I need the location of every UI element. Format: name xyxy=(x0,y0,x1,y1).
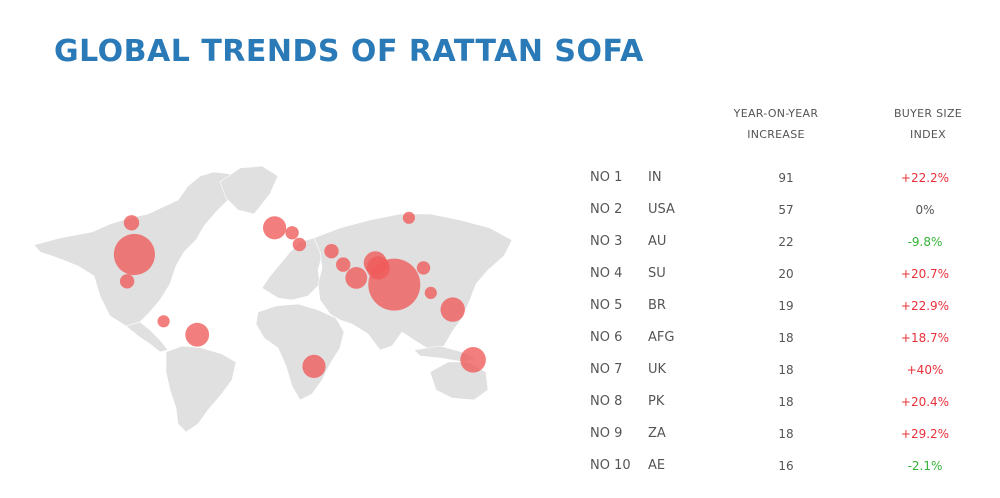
map-bubble xyxy=(113,233,155,276)
rank-cell: NO 4 xyxy=(590,266,623,281)
country-code-cell: ZA xyxy=(648,426,666,441)
yoy-increase-cell: 18 xyxy=(778,395,794,409)
buyer-size-index-cell: +18.7% xyxy=(900,331,950,345)
header-yoy-line2: INCREASE xyxy=(747,128,805,141)
rank-cell: NO 3 xyxy=(590,234,623,249)
rank-cell: NO 1 xyxy=(590,170,623,185)
map-bubble xyxy=(440,297,465,322)
yoy-increase-cell: 18 xyxy=(778,363,794,377)
world-land xyxy=(33,165,513,433)
map-bubble xyxy=(345,267,368,289)
table-row: NO 6 AFG 18 +18.7% xyxy=(590,322,990,354)
rank-cell: NO 2 xyxy=(590,202,623,217)
country-code-cell: AFG xyxy=(648,330,675,345)
buyer-size-index-cell: +40% xyxy=(906,363,944,377)
header-index: BUYER SIZE INDEX xyxy=(868,103,988,145)
map-bubble xyxy=(292,237,307,252)
country-code-cell: BR xyxy=(648,298,666,313)
table-row: NO 4 SU 20 +20.7% xyxy=(590,258,990,290)
table-row: NO 2 USA 57 0% xyxy=(590,194,990,226)
map-bubble xyxy=(424,286,437,299)
table-row: NO 1 IN 91 +22.2% xyxy=(590,162,990,194)
header-index-line2: INDEX xyxy=(910,128,946,141)
table-row: NO 9 ZA 18 +29.2% xyxy=(590,418,990,450)
map-bubble xyxy=(263,216,287,240)
bubble-layer xyxy=(113,211,486,378)
map-bubble xyxy=(402,211,415,224)
rank-cell: NO 8 xyxy=(590,394,623,409)
buyer-size-index-cell: +22.2% xyxy=(900,171,950,185)
rank-cell: NO 7 xyxy=(590,362,623,377)
map-bubble xyxy=(460,347,486,373)
rank-cell: NO 5 xyxy=(590,298,623,313)
map-bubble xyxy=(119,274,135,289)
country-code-cell: PK xyxy=(648,394,665,409)
yoy-increase-cell: 22 xyxy=(778,235,794,249)
header-yoy-line1: YEAR-ON-YEAR xyxy=(733,107,819,120)
yoy-increase-cell: 19 xyxy=(778,299,794,313)
rank-cell: NO 9 xyxy=(590,426,623,441)
buyer-size-index-cell: +20.7% xyxy=(900,267,950,281)
page-title: GLOBAL TRENDS OF RATTAN SOFA xyxy=(54,34,644,69)
table-row: NO 10 AE 16 -2.1% xyxy=(590,450,990,482)
map-bubble xyxy=(285,226,299,240)
table-row: NO 7 UK 18 +40% xyxy=(590,354,990,386)
yoy-increase-cell: 91 xyxy=(778,171,794,185)
rank-cell: NO 6 xyxy=(590,330,623,345)
country-code-cell: USA xyxy=(648,202,675,217)
table-row: NO 8 PK 18 +20.4% xyxy=(590,386,990,418)
country-code-cell: SU xyxy=(648,266,666,281)
yoy-increase-cell: 20 xyxy=(778,267,794,281)
map-bubble xyxy=(157,315,170,328)
yoy-increase-cell: 18 xyxy=(778,427,794,441)
buyer-size-index-cell: +29.2% xyxy=(900,427,950,441)
header-index-line1: BUYER SIZE xyxy=(893,107,963,120)
header-yoy: YEAR-ON-YEAR INCREASE xyxy=(716,103,836,145)
country-code-cell: UK xyxy=(648,362,667,377)
yoy-increase-cell: 18 xyxy=(778,331,794,345)
map-bubble xyxy=(185,322,210,347)
buyer-size-index-cell: +20.4% xyxy=(900,395,950,409)
map-bubble xyxy=(302,354,326,378)
map-bubble xyxy=(366,256,390,280)
greenland-land xyxy=(219,165,279,215)
country-code-cell: AU xyxy=(648,234,667,249)
buyer-size-index-cell: -9.8% xyxy=(907,235,943,249)
map-bubble xyxy=(123,215,140,231)
yoy-increase-cell: 57 xyxy=(778,203,794,217)
buyer-size-index-cell: -2.1% xyxy=(907,459,943,473)
buyer-size-index-cell: +22.9% xyxy=(900,299,950,313)
ranking-table: NO 1 IN 91 +22.2% NO 2 USA 57 0% NO 3 AU 22 -9.8% NO… xyxy=(590,162,990,482)
south-america-land xyxy=(165,345,237,433)
map-bubble xyxy=(324,244,339,259)
world-bubble-map xyxy=(33,165,513,433)
table-row: NO 3 AU 22 -9.8% xyxy=(590,226,990,258)
yoy-increase-cell: 16 xyxy=(778,459,794,473)
africa-land xyxy=(255,303,345,401)
country-code-cell: IN xyxy=(648,170,662,185)
central-america-land xyxy=(125,321,169,353)
table-row: NO 5 BR 19 +22.9% xyxy=(590,290,990,322)
buyer-size-index-cell: 0% xyxy=(915,203,935,217)
rank-cell: NO 10 xyxy=(590,458,631,473)
map-bubble xyxy=(336,257,351,272)
map-bubble xyxy=(416,261,431,275)
country-code-cell: AE xyxy=(648,458,666,473)
